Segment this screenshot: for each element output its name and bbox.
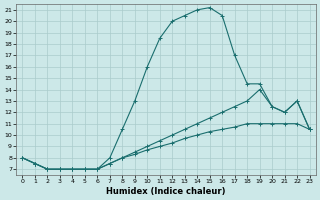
X-axis label: Humidex (Indice chaleur): Humidex (Indice chaleur) [106, 187, 226, 196]
